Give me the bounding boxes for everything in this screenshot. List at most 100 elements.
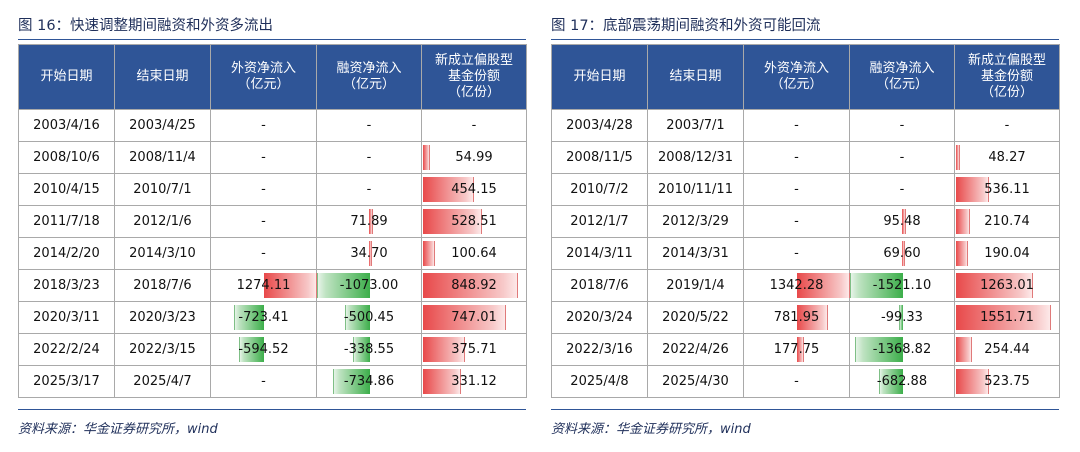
table-row: 2014/2/20 2014/3/10 - 34.70 100.64 — [18, 237, 527, 270]
fund-value: 190.04 — [984, 246, 1030, 261]
table-row: 2014/3/11 2014/3/31 - 69.60 190.04 — [551, 237, 1060, 270]
margin-cell: -1073.00 — [316, 269, 422, 302]
start-date-cell: 2003/4/16 — [18, 109, 115, 142]
header-end-date: 结束日期 — [647, 44, 744, 110]
positive-data-bar — [956, 273, 1034, 298]
table-row: 2020/3/11 2020/3/23 -723.41 -500.45 747.01 — [18, 301, 527, 334]
foreign-cell: -594.52 — [210, 333, 317, 366]
fund-cell: 48.27 — [954, 141, 1060, 174]
foreign-value: - — [794, 118, 799, 133]
margin-value: -1368.82 — [872, 342, 932, 357]
fund-value: 100.64 — [451, 246, 497, 261]
header-fund-shares: 新成立偏股型 基金份额 （亿份） — [954, 44, 1060, 110]
header-label-line: 结束日期 — [136, 69, 189, 84]
negative-data-bar — [344, 305, 370, 330]
margin-cell: -682.88 — [849, 365, 955, 398]
fund-cell: 1263.01 — [954, 269, 1060, 302]
positive-data-bar — [956, 337, 973, 362]
source-note: 资料来源：华金证券研究所，wind — [551, 422, 751, 437]
source-divider — [18, 409, 526, 410]
foreign-value: - — [261, 374, 266, 389]
table-row: 2012/1/7 2012/3/29 - 95.48 210.74 — [551, 205, 1060, 238]
start-date-cell: 2008/11/5 — [551, 141, 648, 174]
margin-value: -1073.00 — [339, 278, 399, 293]
fund-cell: 747.01 — [421, 301, 527, 334]
foreign-cell: - — [210, 141, 317, 174]
start-date-cell: 2018/7/6 — [551, 269, 648, 302]
positive-data-bar — [369, 241, 372, 266]
foreign-cell: - — [743, 365, 850, 398]
margin-value: 95.48 — [883, 214, 921, 229]
fund-value: 848.92 — [451, 278, 497, 293]
margin-cell: -1521.10 — [849, 269, 955, 302]
title-divider — [551, 39, 1059, 40]
header-foreign-inflow: 外资净流入 （亿元） — [210, 44, 317, 110]
end-date-cell: 2020/5/22 — [647, 301, 744, 334]
margin-value: - — [366, 118, 372, 133]
header-label-line: （亿元） — [237, 77, 290, 92]
positive-data-bar — [796, 337, 805, 362]
positive-data-bar — [902, 241, 906, 266]
positive-data-bar — [423, 177, 475, 202]
header-row: 开始日期 结束日期 外资净流入 （亿元） 融资净流入 （亿元） 新成立偏股型 基金份额 （亿份） — [18, 44, 527, 110]
margin-cell: -734.86 — [316, 365, 422, 398]
table-row: 2008/11/5 2008/12/31 - - 48.27 — [551, 141, 1060, 174]
margin-cell: -99.33 — [849, 301, 955, 334]
start-date-cell: 2011/7/18 — [18, 205, 115, 238]
end-date-cell: 2012/1/6 — [114, 205, 211, 238]
end-date-cell: 2022/4/26 — [647, 333, 744, 366]
foreign-cell: - — [210, 237, 317, 270]
foreign-value: - — [794, 150, 799, 165]
header-foreign-inflow: 外资净流入 （亿元） — [743, 44, 850, 110]
table-row: 2020/3/24 2020/5/22 781.95 -99.33 1551.71 — [551, 301, 1060, 334]
margin-cell: - — [849, 141, 955, 174]
foreign-value: -594.52 — [238, 342, 289, 357]
margin-cell: 34.70 — [316, 237, 422, 270]
foreign-cell: - — [210, 365, 317, 398]
margin-value: -99.33 — [881, 310, 923, 325]
header-label-line: （亿元） — [770, 77, 823, 92]
header-label-line: 基金份额 — [447, 69, 500, 84]
start-date-cell: 2010/4/15 — [18, 173, 115, 206]
header-end-date: 结束日期 — [114, 44, 211, 110]
negative-data-bar — [239, 337, 265, 362]
positive-data-bar — [956, 369, 989, 394]
header-label-line: 结束日期 — [669, 69, 722, 84]
foreign-value: - — [794, 214, 799, 229]
fund-cell: 375.71 — [421, 333, 527, 366]
margin-value: 34.70 — [350, 246, 388, 261]
fund-cell: - — [954, 109, 1060, 142]
table-row: 2018/3/23 2018/7/6 1274.11 -1073.00 848.92 — [18, 269, 527, 302]
end-date-cell: 2012/3/29 — [647, 205, 744, 238]
fund-cell: - — [421, 109, 527, 142]
margin-value: -1521.10 — [872, 278, 932, 293]
margin-value: -500.45 — [343, 310, 395, 325]
table-row: 2018/7/6 2019/1/4 1342.28 -1521.10 1263.01 — [551, 269, 1060, 302]
end-date-cell: 2010/7/1 — [114, 173, 211, 206]
positive-data-bar — [956, 241, 969, 266]
foreign-cell: - — [743, 109, 850, 142]
fund-cell: 100.64 — [421, 237, 527, 270]
foreign-value: 1342.28 — [769, 278, 824, 293]
margin-value: - — [899, 118, 905, 133]
foreign-value: - — [261, 118, 266, 133]
header-label-line: 外资净流入 — [763, 61, 829, 76]
fund-cell: 528.51 — [421, 205, 527, 238]
fund-cell: 210.74 — [954, 205, 1060, 238]
foreign-value: - — [261, 182, 266, 197]
start-date-cell: 2014/3/11 — [551, 237, 648, 270]
foreign-value: 1274.11 — [236, 278, 291, 293]
positive-data-bar — [369, 209, 374, 234]
table-row: 2025/4/8 2025/4/30 - -682.88 523.75 — [551, 365, 1060, 398]
positive-data-bar — [263, 273, 317, 298]
fund-value: 523.75 — [984, 374, 1030, 389]
positive-data-bar — [956, 209, 970, 234]
end-date-cell: 2003/7/1 — [647, 109, 744, 142]
end-date-cell: 2008/12/31 — [647, 141, 744, 174]
table-row: 2008/10/6 2008/11/4 - - 54.99 — [18, 141, 527, 174]
end-date-cell: 2008/11/4 — [114, 141, 211, 174]
foreign-value: - — [261, 150, 266, 165]
positive-data-bar — [423, 209, 483, 234]
end-date-cell: 2020/3/23 — [114, 301, 211, 334]
source-divider — [551, 409, 1059, 410]
